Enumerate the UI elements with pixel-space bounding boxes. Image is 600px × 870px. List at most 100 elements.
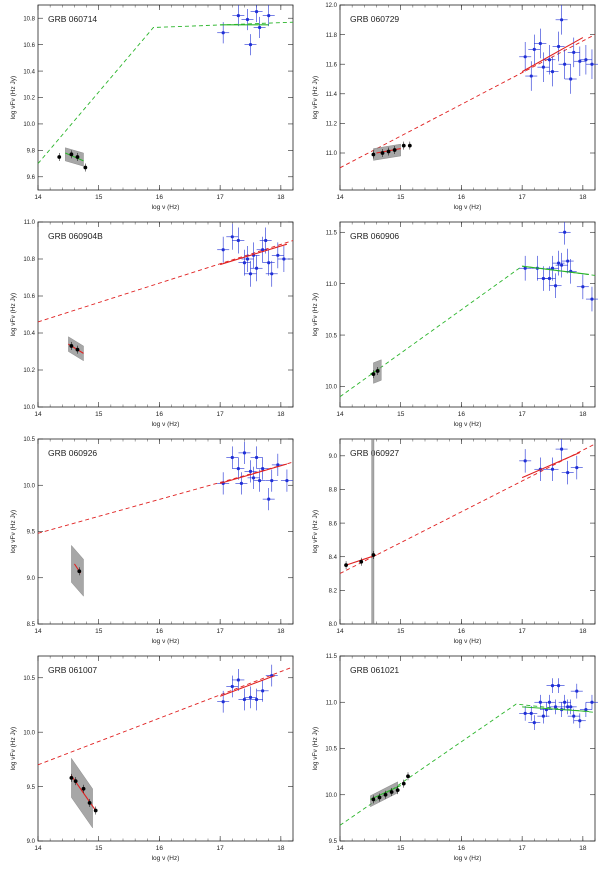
optical-point	[57, 155, 62, 159]
x-tick-label: 17	[519, 194, 527, 201]
xray-point	[523, 266, 527, 270]
xray-point	[550, 266, 555, 270]
xray-point	[267, 497, 271, 501]
y-axis-title: log νFν (Hz Jy)	[312, 293, 319, 336]
xray-point	[230, 235, 234, 239]
xray-point	[245, 17, 250, 22]
x-axis-title: log ν (Hz)	[152, 855, 180, 862]
x-axis-title: log ν (Hz)	[454, 855, 482, 862]
y-tick-label: 10.4	[23, 331, 35, 337]
y-tick-label: 10.0	[23, 122, 35, 128]
x-tick-label: 15	[397, 628, 405, 635]
model-dashed-line	[339, 443, 596, 574]
x-axis-title: log ν (Hz)	[454, 204, 482, 211]
plot-frame	[339, 438, 596, 625]
xray-point	[590, 297, 594, 301]
optical-point	[75, 347, 80, 352]
xray-point	[242, 261, 247, 265]
xray-fit-line	[219, 675, 275, 697]
y-tick-label: 9.0	[27, 576, 36, 582]
x-tick-label: 18	[277, 845, 285, 852]
x-tick-label: 18	[579, 194, 587, 201]
xray-point	[556, 684, 561, 688]
y-tick-label: 8.6	[329, 521, 338, 527]
xray-fit-line	[219, 243, 288, 266]
panel-title: GRB 060714	[48, 14, 97, 24]
optical-point	[375, 369, 380, 373]
xray-point	[563, 62, 567, 66]
panel-0: 14 15 16 17 18 9.6 9.8 10.0 10.2 10.4 10.6 10.8 log …	[10, 4, 294, 211]
xray-point	[236, 13, 240, 18]
panel-4: 14 15 16 17 18 8.5 9.0 9.5 10.0 10.5 log ν (Hz) log…	[10, 437, 294, 645]
x-tick-label: 15	[397, 845, 405, 852]
optical-fit-line	[65, 152, 84, 162]
plot-frame	[37, 655, 294, 842]
y-tick-label: 9.5	[27, 785, 36, 791]
y-tick-label: 8.4	[329, 555, 338, 561]
optical-point	[395, 788, 400, 793]
y-axis-title: log νFν (Hz Jy)	[312, 76, 319, 119]
xray-point	[563, 230, 567, 234]
optical-point	[401, 143, 406, 148]
optical-point	[73, 779, 78, 784]
xray-point	[261, 248, 265, 252]
xray-point	[532, 47, 536, 52]
panel-title: GRB 060729	[350, 14, 399, 24]
y-tick-label: 10.5	[325, 333, 337, 339]
optical-point	[407, 143, 412, 148]
plot-frame	[339, 655, 596, 842]
xray-point	[230, 684, 234, 689]
xray-point	[261, 689, 265, 693]
xray-point	[221, 700, 225, 704]
optical-point	[87, 801, 92, 805]
x-tick-label: 15	[95, 628, 103, 635]
optical-point	[69, 152, 74, 157]
y-axis-title: log νFν (Hz Jy)	[10, 510, 17, 553]
xray-point	[547, 276, 552, 281]
x-tick-label: 15	[95, 194, 103, 201]
x-axis-title: log ν (Hz)	[152, 638, 180, 645]
x-tick-label: 17	[217, 411, 225, 418]
panel-3: 14 15 16 17 18 10.0 10.5 11.0 11.5 log ν (Hz) log …	[312, 221, 598, 428]
xray-point	[285, 479, 289, 483]
xray-point	[242, 451, 247, 455]
x-tick-label: 17	[519, 411, 527, 418]
xray-point	[523, 711, 527, 715]
xray-point	[550, 467, 555, 471]
xray-point	[239, 481, 243, 485]
x-tick-label: 17	[217, 194, 225, 201]
xray-point	[276, 463, 280, 467]
y-tick-label: 11.6	[326, 62, 338, 68]
x-tick-label: 14	[34, 194, 42, 201]
xray-point	[556, 44, 561, 49]
x-tick-label: 16	[458, 194, 466, 201]
xray-point	[529, 711, 533, 715]
y-tick-label: 11.5	[326, 654, 338, 660]
y-tick-label: 10.0	[325, 793, 337, 799]
model-dashed-line	[37, 240, 294, 323]
y-tick-label: 9.6	[27, 175, 36, 181]
xray-point	[556, 261, 561, 265]
x-tick-label: 17	[217, 845, 225, 852]
x-tick-label: 16	[458, 411, 466, 418]
xray-point	[575, 465, 579, 470]
y-tick-label: 10.8	[23, 257, 35, 263]
xray-point	[236, 678, 240, 682]
xray-point	[538, 41, 542, 46]
y-tick-label: 8.2	[329, 589, 338, 595]
y-tick-label: 11.2	[326, 122, 338, 128]
xray-point	[569, 705, 573, 709]
panel-title: GRB 060906	[350, 231, 399, 241]
xray-point	[578, 719, 582, 723]
model-dashed-line	[37, 666, 294, 766]
optical-point	[93, 808, 98, 813]
xray-fit-line	[522, 265, 589, 275]
xray-point	[578, 59, 582, 63]
xray-fit-line	[522, 706, 589, 713]
x-tick-label: 18	[579, 628, 587, 635]
optical-point	[359, 559, 364, 564]
plot-frame	[37, 221, 294, 408]
xray-point	[270, 479, 274, 483]
optical-point	[389, 790, 394, 794]
y-tick-label: 10.6	[23, 43, 35, 49]
